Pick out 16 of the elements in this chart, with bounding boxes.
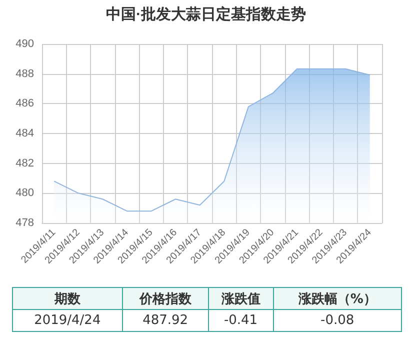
- y-tick-label: 484: [16, 128, 34, 140]
- text: -0.08: [273, 310, 402, 332]
- text: -0.41: [208, 310, 274, 332]
- text: 2019/4/24: [12, 310, 122, 332]
- y-tick-label: 482: [16, 157, 34, 170]
- text: 期数: [12, 288, 122, 310]
- y-tick-label: 488: [16, 68, 34, 80]
- chart-title: 中国·批发大蒜日定基指数走势: [106, 5, 306, 23]
- text: 涨跌值: [208, 288, 274, 310]
- text: 价格指数: [122, 288, 208, 310]
- y-tick-label: 486: [16, 98, 34, 110]
- y-tick-label: 480: [16, 187, 34, 200]
- text: 涨跌幅（%）: [273, 288, 402, 310]
- text: 487.92: [122, 310, 208, 332]
- y-tick-label: 490: [16, 38, 34, 50]
- y-tick-label: 478: [16, 217, 34, 229]
